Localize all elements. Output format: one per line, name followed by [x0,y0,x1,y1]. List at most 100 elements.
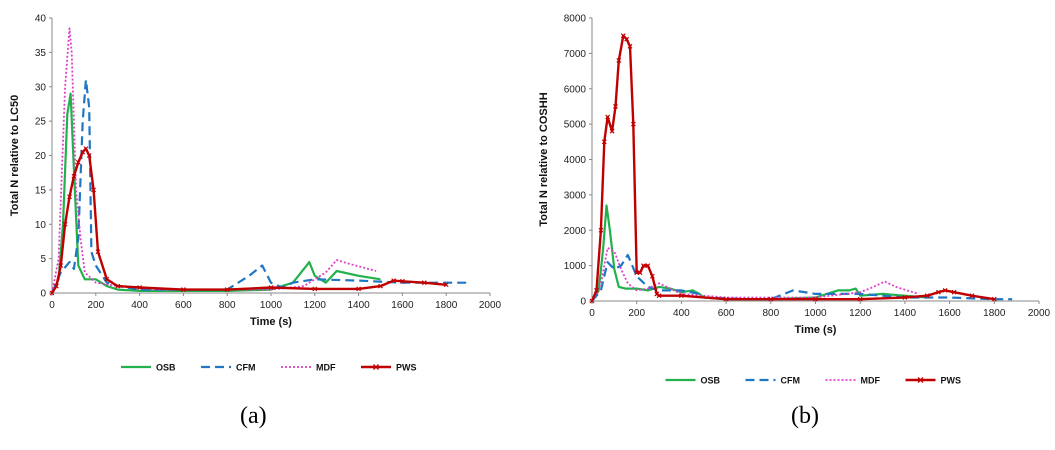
chart-a-point-pws [83,146,89,152]
chart-a-point-pws [443,282,449,288]
chart-a-point-pws [312,286,318,292]
chart-b-point-pws [678,293,684,299]
chart-b-x-tick-label: 400 [673,308,690,319]
chart-b-y-tick-label: 3000 [564,190,587,201]
chart-a-series-mdf [51,27,377,294]
chart-a-x-axis-title: Time (s) [250,316,292,328]
chart-a-y-tick-label: 5 [40,254,46,265]
chart-a-series-pws [50,147,447,294]
chart-b-point-pws [613,104,618,109]
chart-b-point-pws [640,263,646,269]
chart-a-point-pws [86,153,92,158]
chart-b-y-tick-label: 4000 [564,155,587,166]
chart-b-point-pws [601,139,607,145]
chart-b-point-pws [656,293,662,299]
chart-b-y-tick-label: 5000 [564,120,587,131]
chart-a-point-pws [62,221,68,227]
chart-b-point-pws [649,273,655,279]
chart-b-x-tick-label: 200 [628,308,645,319]
chart-a-x-tick-label: 200 [87,300,104,311]
chart-b-point-pws [594,287,599,293]
chart-b-point-pws [589,298,595,304]
chart-b-point-pws [902,295,908,300]
chart-b-legend-label-osb: OSB [701,376,721,386]
chart-b-x-tick-label: 800 [762,308,779,319]
chart-a-y-tick-label: 20 [35,151,47,162]
chart-b-point-pws [857,296,863,302]
chart-b-point-pws [723,296,729,302]
chart-b-point-pws [624,36,630,42]
chart-b-point-pws [951,289,957,295]
chart-a-x-tick-label: 1800 [435,300,458,311]
chart-b-y-tick-label: 1000 [564,261,587,272]
chart-b-legend-marker [917,377,924,383]
chart-a-x-tick-label: 1600 [391,300,414,311]
chart-b-x-tick-label: 1600 [938,308,961,319]
chart-a-x-tick-label: 1200 [304,300,327,311]
chart-b-legend-label-pws: PWS [941,376,962,386]
chart-b-legend-label-cfm: CFM [781,376,801,386]
chart-a-point-pws [224,287,230,292]
chart-a-y-tick-label: 0 [40,289,46,300]
chart-b-point-pws [620,33,626,39]
chart-b-y-tick-label: 8000 [564,14,587,25]
chart-b-x-tick-label: 0 [589,308,595,319]
chart-a-point-pws [421,280,427,286]
chart-a-point-pws [399,278,405,284]
chart-b-series-mdf [591,246,919,302]
chart-a-point-pws [91,187,97,193]
chart-b-series-pws [590,34,995,302]
chart-b-point-pws [969,293,975,299]
chart-b-y-tick-label: 2000 [564,226,587,237]
chart-a-point-pws [115,283,121,289]
chart-a-x-tick-label: 800 [219,300,236,311]
chart-b-legend-label-mdf: MDF [861,376,881,386]
chart-a-point-pws [80,149,86,155]
chart-b-x-tick-label: 600 [718,308,735,319]
chart-b-series-osb [591,204,928,302]
chart-a-series-cfm [50,78,469,294]
chart-a-x-tick-label: 400 [131,300,148,311]
chart-a: 0 200 400 600 800 1000 1200 1400 1600 1800 2000 0 5 1… [9,14,502,373]
chart-a-x-tick-label: 2000 [479,300,502,311]
chart-b-point-pws [924,293,930,299]
panel-label-b: (b) [791,403,819,429]
chart-b-point-pws [605,114,611,120]
chart-b-point-pws [645,263,651,269]
chart-b-point-pws [991,296,997,302]
chart-b-point-pws [768,296,774,302]
chart-a-point-pws [95,249,101,255]
chart-a-point-pws [268,285,274,290]
chart-b-x-tick-label: 1800 [983,308,1006,319]
chart-a-y-tick-label: 30 [35,82,47,93]
chart-b-x-tick-label: 1200 [849,308,872,319]
chart-a-point-pws [58,263,64,268]
chart-a-point-pws [71,173,77,179]
chart-b-y-tick-label: 0 [580,297,586,308]
chart-a-point-pws [391,278,397,284]
chart-b-x-tick-label: 2000 [1028,308,1051,319]
chart-a-point-pws [104,276,110,282]
chart-b-point-pws [609,128,615,134]
chart-a-y-tick-label: 35 [35,48,47,59]
chart-a-legend-label-pws: PWS [396,363,417,373]
chart-a-y-tick-label: 25 [35,117,47,128]
chart-a-point-pws [356,286,362,292]
chart-b-x-tick-label: 1400 [894,308,917,319]
chart-a-legend-marker [373,364,379,370]
chart-a-y-tick-label: 40 [35,14,47,25]
chart-b-point-pws [942,287,948,293]
chart-a-point-pws [137,285,143,290]
chart-b-point-pws [637,270,643,276]
chart-a-point-pws [53,283,59,289]
chart-a-point-pws [75,159,81,165]
chart-b-point-pws [627,43,633,49]
chart-b-point-pws [936,289,941,295]
chart-panel-b: 0 200 400 600 800 1000 1200 1400 1600 1800 2000 0 10… [527,0,1055,450]
chart-a-point-pws [67,194,72,200]
chart-a-point-pws [49,290,55,296]
chart-a-point-pws [378,283,383,289]
chart-a-x-tick-label: 1400 [347,300,370,311]
chart-b-y-axis-title: Total N relative to COSHH [538,92,550,226]
chart-a-point-pws [180,287,186,292]
